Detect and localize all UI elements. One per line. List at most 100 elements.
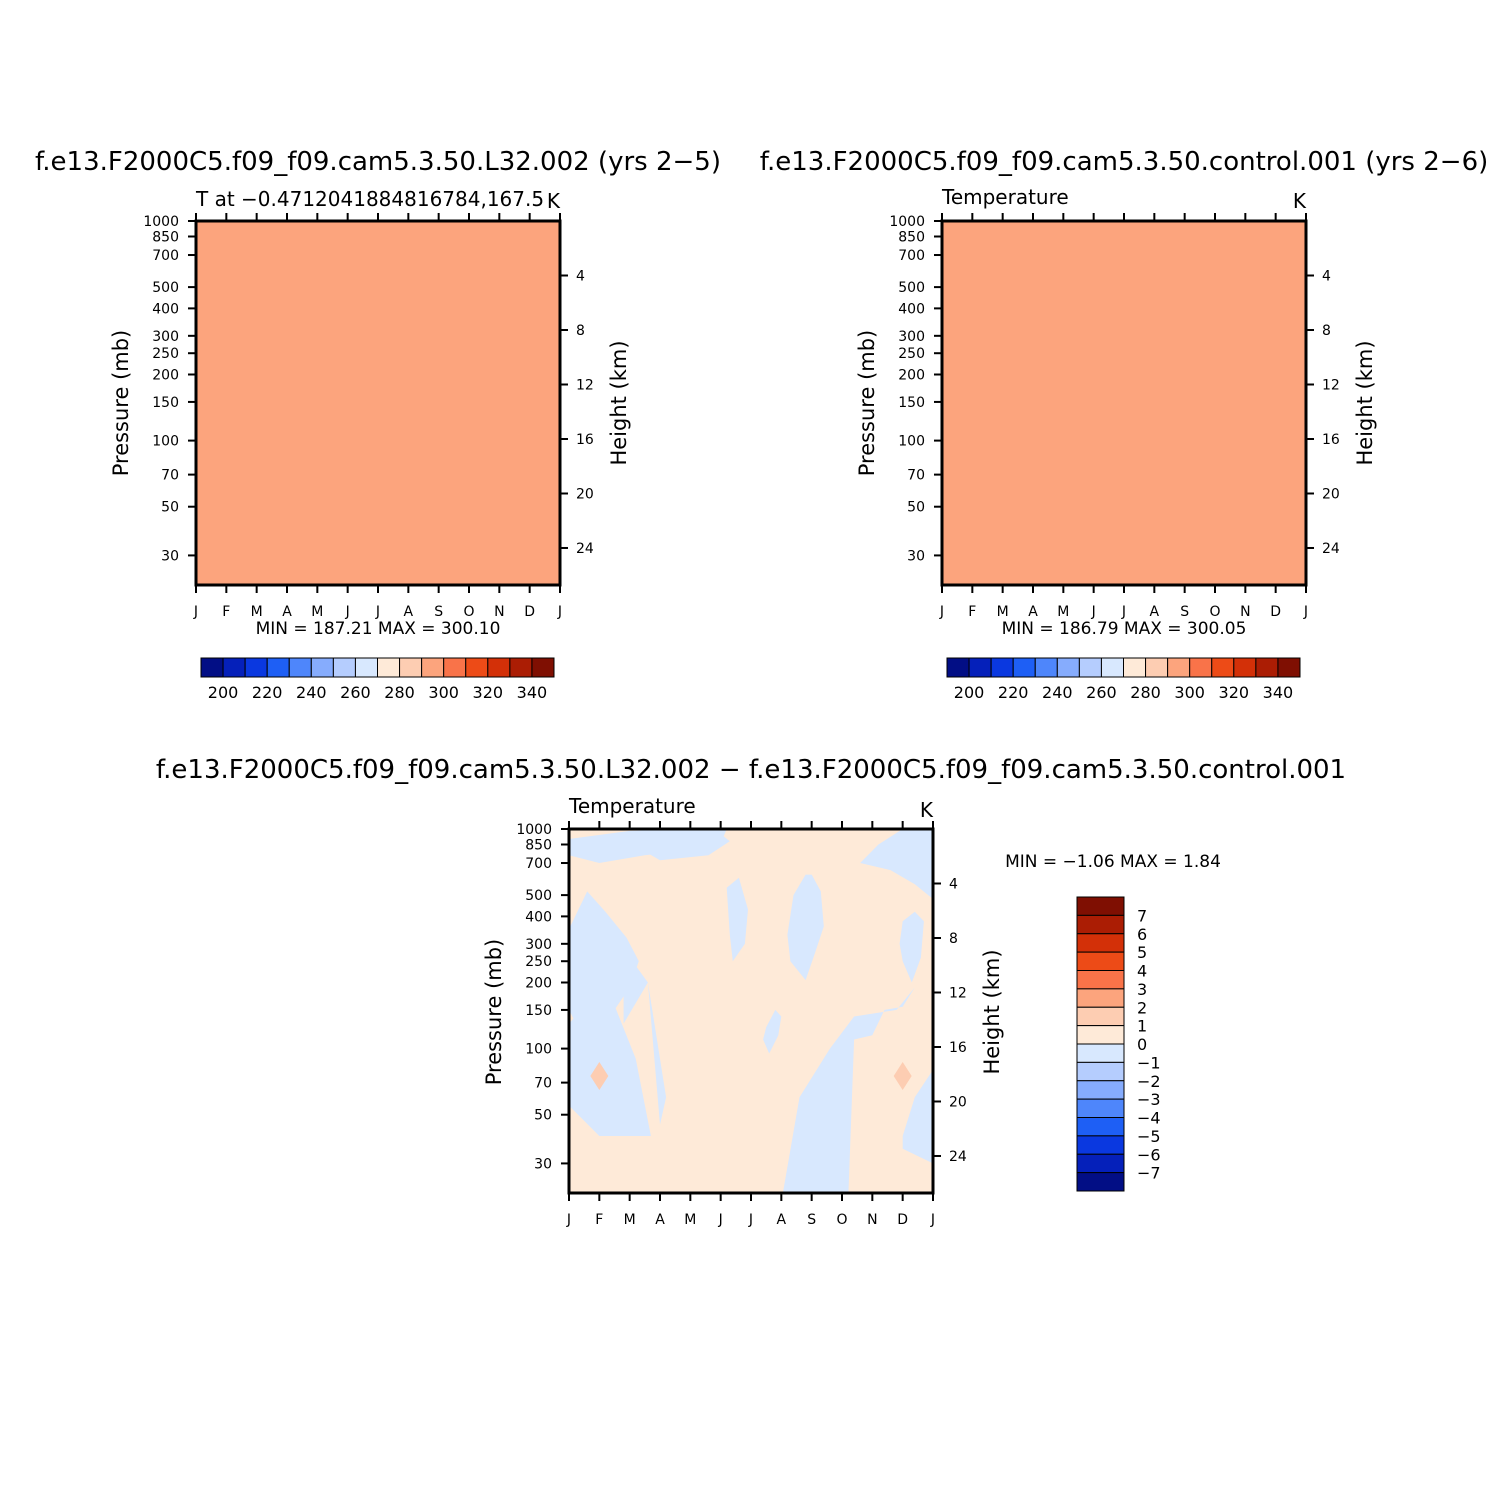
colorbar-swatch xyxy=(1255,657,1279,678)
panel-3: f.e13.F2000C5.f09_f09.cam5.3.50.L32.002 … xyxy=(156,755,1346,1228)
y-tick-label: 400 xyxy=(152,301,179,317)
panel-3-unit: K xyxy=(920,798,934,822)
y-tick-label: 70 xyxy=(534,1076,552,1092)
colorbar-swatch xyxy=(1076,1043,1125,1063)
x-tick-label: A xyxy=(777,1212,787,1228)
colorbar-label: 5 xyxy=(1137,943,1147,962)
colorbar-label: −3 xyxy=(1137,1090,1161,1109)
y2-tick-label: 24 xyxy=(576,541,594,557)
y2-tick-label: 8 xyxy=(949,931,958,947)
colorbar-swatch xyxy=(1145,657,1169,678)
y-tick-label: 500 xyxy=(152,280,179,296)
colorbar-swatch xyxy=(1076,896,1125,916)
x-tick-label: D xyxy=(897,1212,908,1228)
y-tick-label: 50 xyxy=(907,500,925,516)
y2-tick-label: 16 xyxy=(1322,432,1340,448)
colorbar-swatch xyxy=(531,657,555,678)
colorbar-label: 7 xyxy=(1137,906,1147,925)
colorbar-swatch xyxy=(244,657,268,678)
colorbar-label: 240 xyxy=(1042,683,1073,702)
panel-2-colorbar: 200 220 240 260 280 300 320 340 xyxy=(946,657,1301,702)
panel-3-minmax: MIN = −1.06 MAX = 1.84 xyxy=(1005,852,1221,872)
x-tick-label: J xyxy=(748,1212,753,1228)
x-tick-label: J xyxy=(557,604,562,620)
panel-3-plot xyxy=(569,829,933,1193)
x-tick-label: J xyxy=(566,1212,571,1228)
colorbar-swatch xyxy=(1076,1006,1125,1027)
colorbar-swatch xyxy=(354,657,378,678)
diff-positive-spot xyxy=(590,1062,609,1091)
y-tick-label: 150 xyxy=(152,395,179,411)
colorbar-swatch xyxy=(968,657,992,678)
x-tick-label: M xyxy=(251,604,263,620)
x-tick-label: J xyxy=(193,604,198,620)
x-tick-label: S xyxy=(434,604,443,620)
colorbar-swatch xyxy=(443,657,467,678)
colorbar-label: 320 xyxy=(1219,683,1250,702)
colorbar-swatch xyxy=(421,657,445,678)
colorbar-swatch xyxy=(1277,657,1301,678)
panel-1-plot xyxy=(196,221,560,585)
y-tick-label: 50 xyxy=(534,1108,552,1124)
y2-tick-label: 20 xyxy=(1322,486,1340,502)
y2-tick-label: 4 xyxy=(576,268,585,284)
x-tick-label: A xyxy=(1150,604,1160,620)
y-tick-label: 400 xyxy=(525,909,552,925)
y2-tick-label: 20 xyxy=(576,486,594,502)
colorbar-label: 3 xyxy=(1137,980,1147,999)
y-tick-label: 1000 xyxy=(889,214,925,230)
colorbar-label: 0 xyxy=(1137,1035,1147,1054)
y2-tick-label: 16 xyxy=(576,432,594,448)
diff-positive-spot xyxy=(893,1062,912,1091)
colorbar-label: 260 xyxy=(1086,683,1117,702)
colorbar-swatch xyxy=(1211,657,1235,678)
x-tick-label: J xyxy=(1091,604,1096,620)
diff-negative-region xyxy=(782,987,915,1193)
y2-tick-label: 8 xyxy=(1322,323,1331,339)
panel-1-title: f.e13.F2000C5.f09_f09.cam5.3.50.L32.002 … xyxy=(35,147,721,177)
colorbar-swatch xyxy=(1076,951,1125,971)
colorbar-label: 2 xyxy=(1137,998,1147,1017)
x-tick-label: O xyxy=(463,604,474,620)
panel-2-ylabel: Pressure (mb) xyxy=(855,330,879,477)
y-tick-label: 150 xyxy=(898,395,925,411)
colorbar-swatch xyxy=(1076,1098,1125,1118)
panel-2-unit: K xyxy=(1293,189,1307,213)
x-tick-label: A xyxy=(655,1212,665,1228)
colorbar-swatch xyxy=(1167,657,1191,678)
colorbar-label: 4 xyxy=(1137,962,1147,981)
x-tick-label: J xyxy=(1303,604,1308,620)
colorbar-swatch xyxy=(1076,988,1125,1008)
colorbar-swatch xyxy=(487,657,511,678)
y2-tick-label: 24 xyxy=(1322,541,1340,557)
y-tick-label: 300 xyxy=(525,937,552,953)
x-tick-label: O xyxy=(1209,604,1220,620)
panel-3-ylabel: Pressure (mb) xyxy=(482,939,506,1086)
y2-tick-label: 4 xyxy=(949,876,958,892)
panel-1-subtitle: T at −0.4712041884816784,167.5 xyxy=(195,187,544,211)
y-tick-label: 1000 xyxy=(143,214,179,230)
colorbar-label: 6 xyxy=(1137,925,1147,944)
diff-negative-region xyxy=(569,891,639,1040)
diff-negative-region xyxy=(902,1069,933,1164)
isotherm-band xyxy=(942,222,1306,585)
y2-tick-label: 12 xyxy=(949,985,967,1001)
panel-2-subtitle: Temperature xyxy=(941,185,1069,209)
x-tick-label: J xyxy=(1121,604,1126,620)
y-tick-label: 1000 xyxy=(516,822,552,838)
panel-2: f.e13.F2000C5.f09_f09.cam5.3.50.control.… xyxy=(760,147,1489,702)
panel-2-title: f.e13.F2000C5.f09_f09.cam5.3.50.control.… xyxy=(760,147,1489,177)
x-tick-label: J xyxy=(345,604,350,620)
y-tick-label: 250 xyxy=(525,954,552,970)
colorbar-label: 200 xyxy=(954,683,985,702)
colorbar-swatch xyxy=(1123,657,1147,678)
x-tick-label: M xyxy=(997,604,1009,620)
diff-negative-region xyxy=(899,911,924,983)
colorbar-swatch xyxy=(1076,933,1125,953)
colorbar-label: −1 xyxy=(1137,1053,1161,1072)
colorbar-swatch xyxy=(266,657,290,678)
y-tick-label: 100 xyxy=(525,1042,552,1058)
